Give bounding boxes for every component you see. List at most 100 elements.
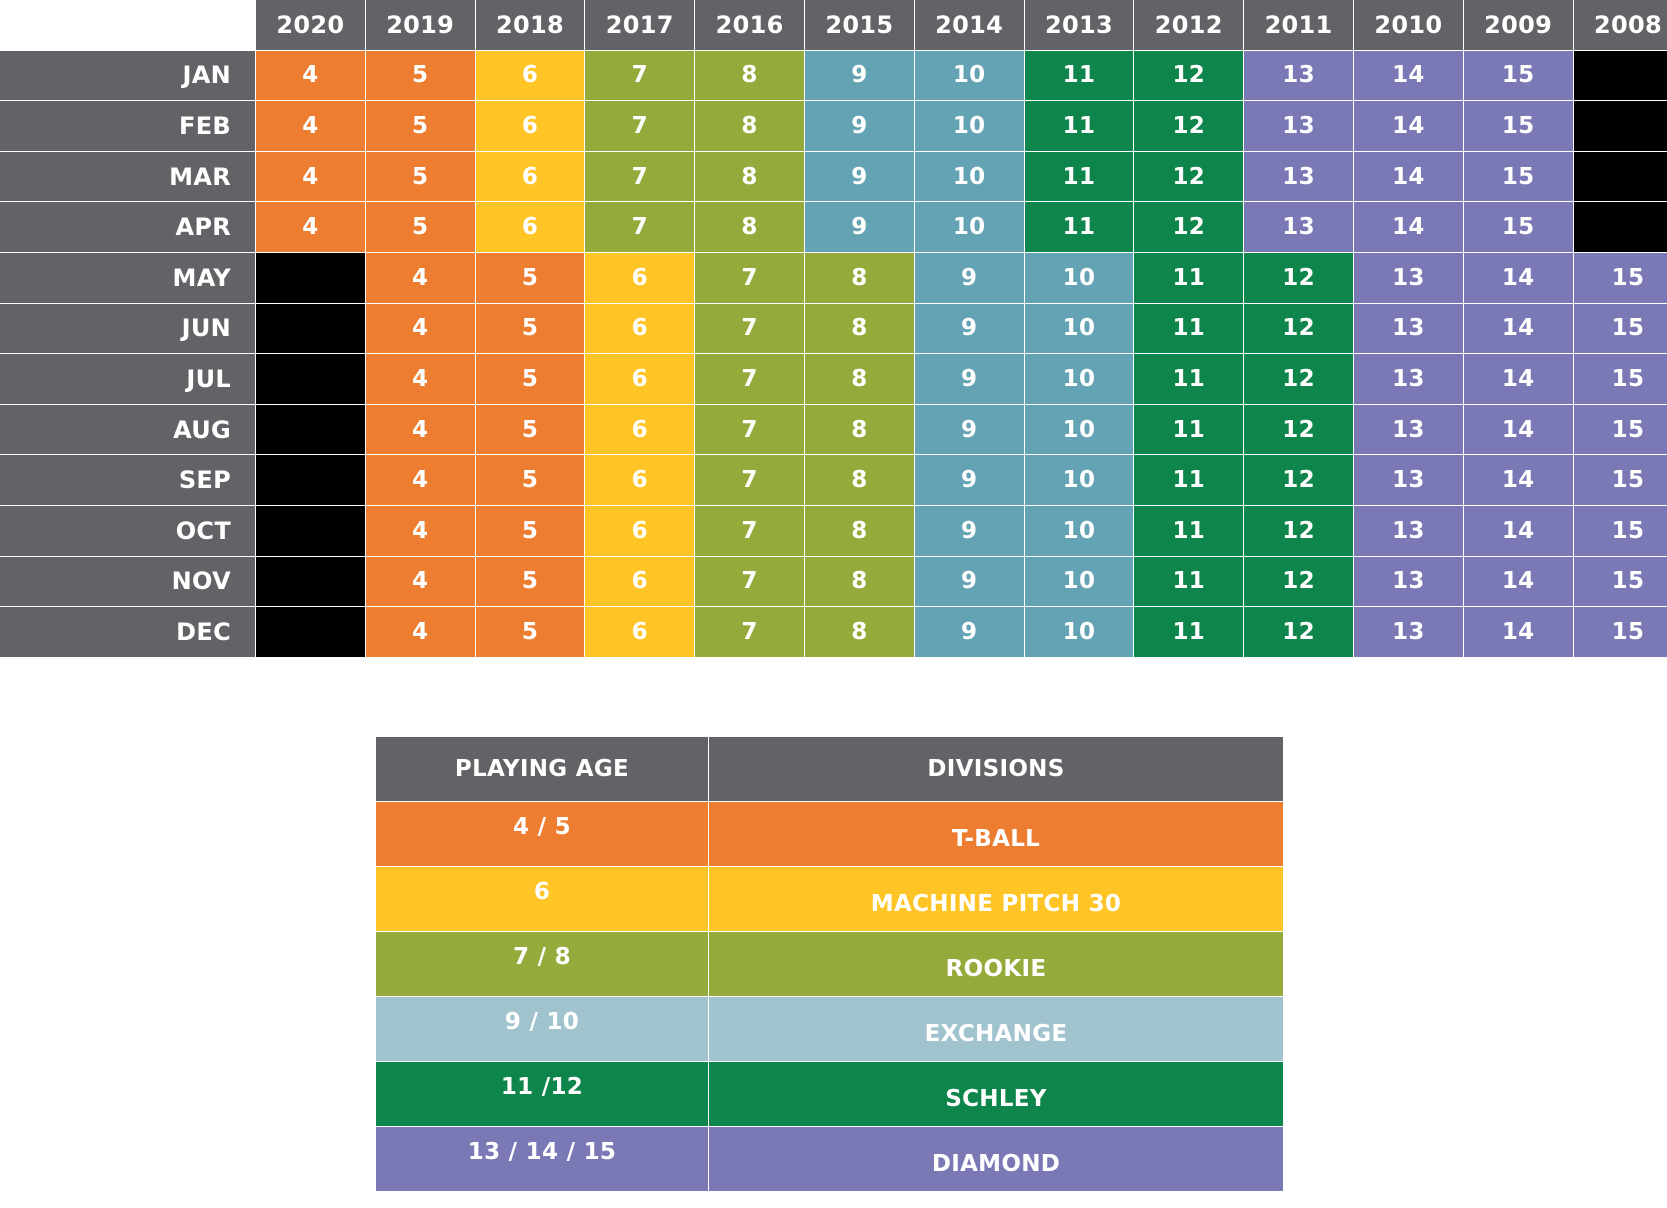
age-cell: 4	[256, 202, 365, 252]
age-cell: 6	[585, 455, 695, 505]
age-cell: 14	[1353, 50, 1463, 101]
age-cell: 12	[1244, 303, 1353, 354]
age-cell: 14	[1353, 101, 1463, 151]
month-label: OCT	[0, 505, 255, 556]
age-cell: 15	[1573, 252, 1667, 303]
year-header: 2014	[914, 0, 1024, 50]
blank-cell	[1573, 151, 1667, 202]
division-legend-table: PLAYING AGE DIVISIONS 4 / 5 T-BALL 6 MACHIN…	[375, 736, 1284, 1192]
age-cell: 14	[1463, 252, 1573, 303]
year-header: 2017	[585, 0, 695, 50]
legend-playing-age: 4 / 5	[375, 801, 709, 867]
blank-cell	[256, 303, 365, 354]
age-cell: 15	[1573, 607, 1667, 657]
age-cell: 11	[1024, 151, 1134, 202]
month-label: FEB	[0, 101, 255, 151]
age-cell: 5	[475, 556, 585, 607]
age-cell: 14	[1463, 404, 1573, 455]
age-cell: 10	[914, 101, 1024, 151]
age-cell: 11	[1134, 354, 1244, 404]
age-cell: 6	[585, 252, 695, 303]
age-cell: 6	[585, 505, 695, 556]
age-cell: 10	[1024, 303, 1134, 354]
age-cell: 5	[475, 455, 585, 505]
age-cell: 9	[914, 354, 1024, 404]
age-cell: 12	[1134, 151, 1244, 202]
year-header: 2008	[1573, 0, 1667, 50]
age-cell: 5	[475, 303, 585, 354]
age-cell: 8	[804, 354, 914, 404]
age-cell: 11	[1134, 455, 1244, 505]
year-header: 2012	[1134, 0, 1244, 50]
age-cell: 12	[1134, 50, 1244, 101]
age-cell: 15	[1573, 455, 1667, 505]
age-cell: 13	[1353, 303, 1463, 354]
age-cell: 8	[804, 455, 914, 505]
legend-row: 13 / 14 / 15 DIAMOND	[375, 1126, 1284, 1192]
age-cell: 12	[1134, 101, 1244, 151]
year-header: 2010	[1353, 0, 1463, 50]
blank-cell	[256, 505, 365, 556]
age-cell: 7	[695, 556, 804, 607]
legend-header-row: PLAYING AGE DIVISIONS	[375, 736, 1284, 802]
age-cell: 9	[804, 50, 914, 101]
age-cell: 12	[1244, 607, 1353, 657]
age-cell: 8	[804, 252, 914, 303]
month-label: JAN	[0, 50, 255, 101]
age-cell: 11	[1134, 404, 1244, 455]
age-cell: 9	[914, 303, 1024, 354]
age-cell: 5	[475, 505, 585, 556]
age-cell: 4	[365, 404, 475, 455]
age-cell: 15	[1573, 404, 1667, 455]
age-cell: 7	[585, 50, 695, 101]
age-cell: 13	[1353, 607, 1463, 657]
month-label: NOV	[0, 556, 255, 607]
age-cell: 10	[1024, 607, 1134, 657]
age-cell: 15	[1463, 151, 1573, 202]
age-cell: 15	[1573, 556, 1667, 607]
age-cell: 8	[695, 202, 804, 252]
legend-division-name: MACHINE PITCH 30	[708, 866, 1284, 932]
year-header: 2018	[475, 0, 585, 50]
age-cell: 9	[804, 101, 914, 151]
blank-cell	[1573, 101, 1667, 151]
age-cell: 14	[1463, 505, 1573, 556]
legend-division-name: SCHLEY	[708, 1061, 1284, 1127]
age-cell: 9	[804, 202, 914, 252]
age-cell: 13	[1353, 455, 1463, 505]
age-cell: 11	[1134, 607, 1244, 657]
blank-cell	[1573, 202, 1667, 252]
age-cell: 13	[1244, 50, 1353, 101]
age-cell: 6	[585, 404, 695, 455]
age-cell: 4	[365, 607, 475, 657]
age-cell: 4	[365, 505, 475, 556]
age-cell: 4	[256, 101, 365, 151]
month-label: JUN	[0, 303, 255, 354]
legend-division-name: ROOKIE	[708, 931, 1284, 997]
age-cell: 15	[1463, 202, 1573, 252]
age-cell: 14	[1353, 202, 1463, 252]
blank-cell	[256, 354, 365, 404]
age-cell: 4	[256, 151, 365, 202]
age-cell: 6	[475, 202, 585, 252]
month-label: MAY	[0, 252, 255, 303]
age-cell: 11	[1024, 101, 1134, 151]
age-cell: 5	[475, 607, 585, 657]
legend-row: 6 MACHINE PITCH 30	[375, 866, 1284, 932]
age-cell: 13	[1244, 151, 1353, 202]
age-cell: 10	[914, 202, 1024, 252]
legend-row: 9 / 10 EXCHANGE	[375, 996, 1284, 1062]
age-cell: 11	[1134, 252, 1244, 303]
legend-playing-age: 7 / 8	[375, 931, 709, 997]
month-label: APR	[0, 202, 255, 252]
age-cell: 10	[1024, 455, 1134, 505]
age-cell: 11	[1024, 202, 1134, 252]
month-label: SEP	[0, 455, 255, 505]
age-cell: 5	[365, 101, 475, 151]
age-cell: 15	[1573, 303, 1667, 354]
age-cell: 8	[804, 505, 914, 556]
age-cell: 10	[1024, 252, 1134, 303]
age-cell: 10	[914, 50, 1024, 101]
month-label: AUG	[0, 404, 255, 455]
age-cell: 7	[695, 455, 804, 505]
